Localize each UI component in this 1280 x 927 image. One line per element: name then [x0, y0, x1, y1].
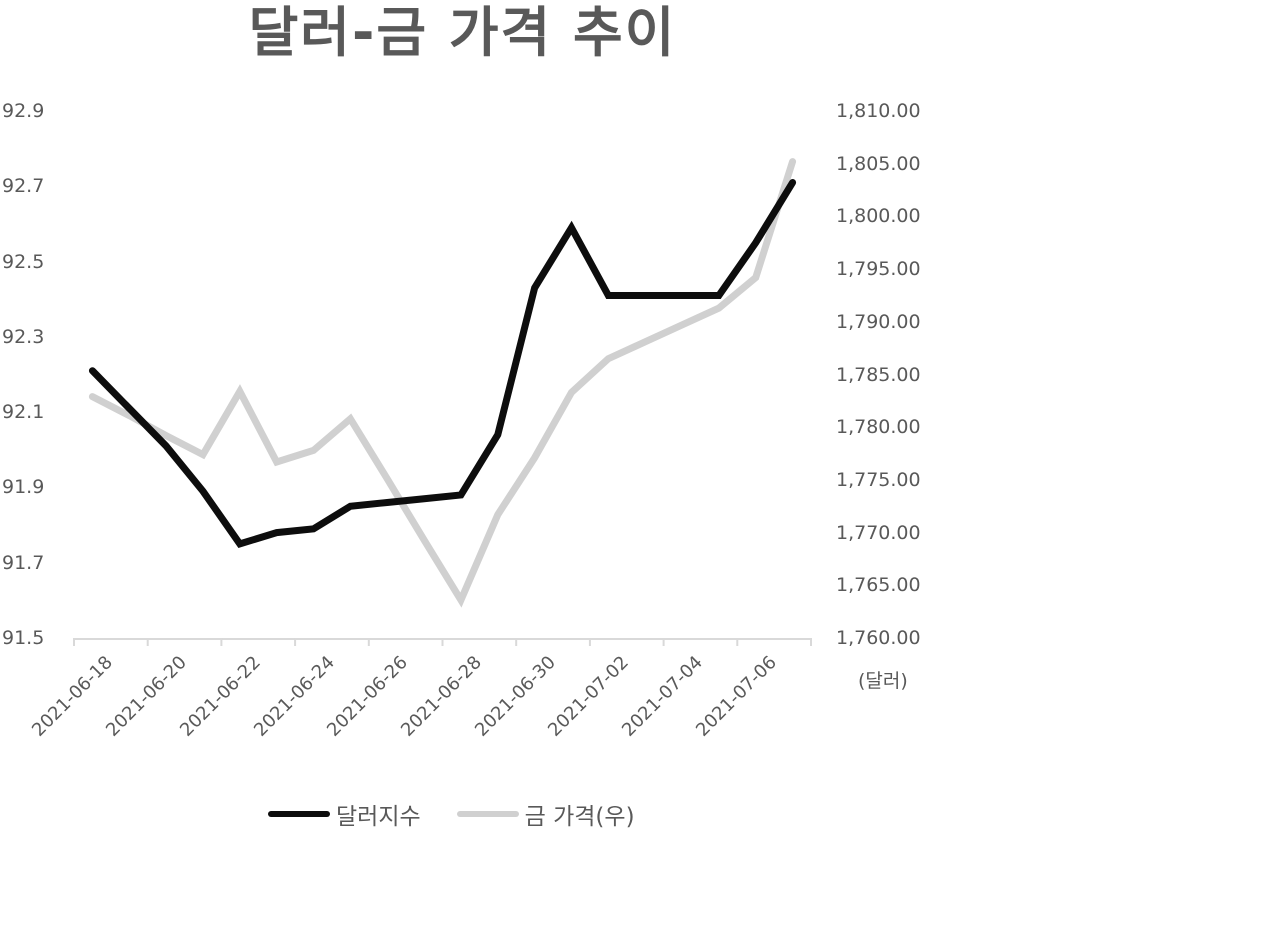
dollar-index-line [88, 179, 797, 548]
right-y-tick-label: 1,790.00 [836, 310, 921, 333]
x-axis [73, 638, 812, 646]
right-y-tick-label: 1,800.00 [836, 205, 921, 228]
right-axis-unit: (달러) [858, 670, 908, 692]
left-y-tick-label: 91.7 [2, 551, 45, 574]
chart-title: 달러-금 가격 추이 [248, 1, 677, 64]
left-y-tick-label: 92.1 [2, 401, 45, 424]
right-y-tick-label: 1,785.00 [836, 363, 921, 386]
left-y-tick-label: 92.7 [2, 175, 45, 198]
right-y-tick-label: 1,810.00 [836, 100, 921, 122]
legend-item-gold-price: 금 가격(우) [456, 797, 635, 831]
legend-swatch-gold-price [456, 811, 519, 817]
right-y-tick-label: 1,760.00 [836, 627, 921, 649]
gold-price-line [88, 158, 797, 608]
right-y-tick-label: 1,775.00 [836, 468, 921, 491]
legend-item-dollar-index: 달러지수 [268, 797, 421, 831]
left-y-tick-label: 92.5 [2, 250, 45, 273]
left-y-tick-label: 92.9 [2, 100, 45, 122]
legend-label-dollar-index: 달러지수 [336, 804, 421, 830]
legend: 달러지수 금 가격(우) [268, 797, 671, 831]
left-y-tick-label: 92.3 [2, 325, 45, 348]
left-y-tick-label: 91.5 [2, 627, 45, 649]
right-y-tick-label: 1,765.00 [836, 574, 921, 597]
legend-swatch-dollar-index [268, 811, 330, 817]
left-y-tick-label: 91.9 [2, 476, 45, 499]
right-y-tick-label: 1,780.00 [836, 416, 921, 439]
right-y-tick-label: 1,770.00 [836, 521, 921, 544]
right-y-tick-label: 1,805.00 [836, 152, 921, 175]
right-y-tick-label: 1,795.00 [836, 258, 921, 281]
legend-label-gold-price: 금 가격(우) [524, 804, 635, 830]
